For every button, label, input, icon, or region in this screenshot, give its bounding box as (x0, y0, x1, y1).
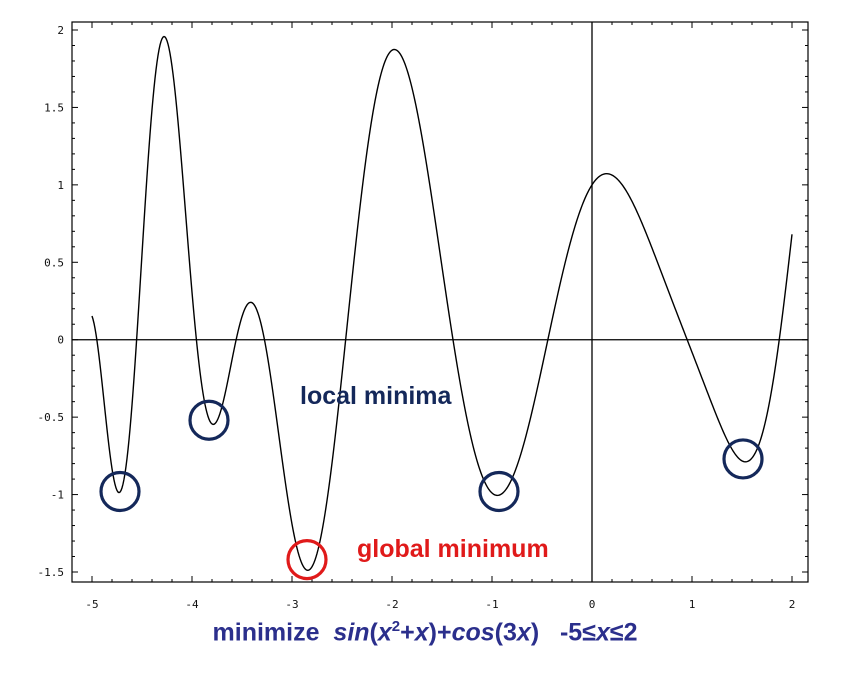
local-minimum-circle (722, 438, 764, 480)
caption-x4: x (595, 618, 610, 647)
tick-labels: -5 -4 -3 -2 -1 0 1 2 -1.5 -1 -0.5 0 0.5 1 1.5 2 (38, 24, 796, 611)
global-minimum-label: global minimum (357, 535, 549, 563)
caption-x1: x (377, 618, 392, 647)
minima-markers (99, 399, 764, 581)
caption-x2: x (414, 618, 429, 647)
caption-open2: (3 (494, 618, 517, 647)
global-minimum-circle (286, 539, 328, 581)
objective-caption: minimize sin(x2+x)+cos(3x) -5≤x≤2 (0, 618, 850, 647)
caption-range-end: ≤2 (609, 618, 638, 647)
curve-group (91, 35, 793, 572)
x-tick-label: -1 (485, 598, 498, 611)
local-minimum-circle (99, 470, 141, 513)
caption-close2: ) (530, 618, 540, 647)
zero-axes (72, 22, 808, 582)
local-minimum-circle (188, 399, 230, 441)
y-tick-label: 1 (57, 179, 64, 192)
local-minimum-circle (478, 470, 520, 513)
x-tick-label: -5 (85, 598, 98, 611)
y-tick-label: 0 (57, 334, 64, 347)
y-tick-label: -0.5 (38, 411, 65, 424)
x-tick-label: -2 (385, 598, 398, 611)
caption-close-plus: )+ (428, 618, 452, 647)
x-tick-label: 2 (789, 598, 796, 611)
plot-frame (71, 21, 809, 583)
local-minima-label: local minima (300, 382, 453, 410)
y-tick-label: 2 (57, 24, 64, 37)
y-tick-label: 1.5 (44, 101, 64, 114)
x-tick-label: -3 (285, 598, 298, 611)
plot-border (71, 21, 809, 583)
caption-minimize: minimize (212, 618, 320, 647)
caption-range-start: -5≤ (559, 618, 596, 647)
function-plot: -5 -4 -3 -2 -1 0 1 2 -1.5 -1 -0.5 0 0.5 1 1.5 2 local m… (38, 21, 809, 611)
caption-plus1: + (400, 618, 415, 647)
axis-ticks (72, 22, 808, 582)
y-tick-label: -1 (51, 489, 64, 502)
caption-x3: x (516, 618, 531, 647)
caption-open1: ( (369, 618, 378, 647)
y-tick-label: -1.5 (38, 566, 65, 579)
x-tick-label: 0 (589, 598, 596, 611)
x-tick-label: 1 (689, 598, 696, 611)
y-tick-label: 0.5 (44, 256, 64, 269)
caption-cos: cos (451, 618, 495, 647)
function-curve (91, 35, 793, 572)
x-tick-label: -4 (185, 598, 199, 611)
caption-sin: sin (333, 618, 370, 647)
caption-exponent: 2 (391, 618, 401, 635)
